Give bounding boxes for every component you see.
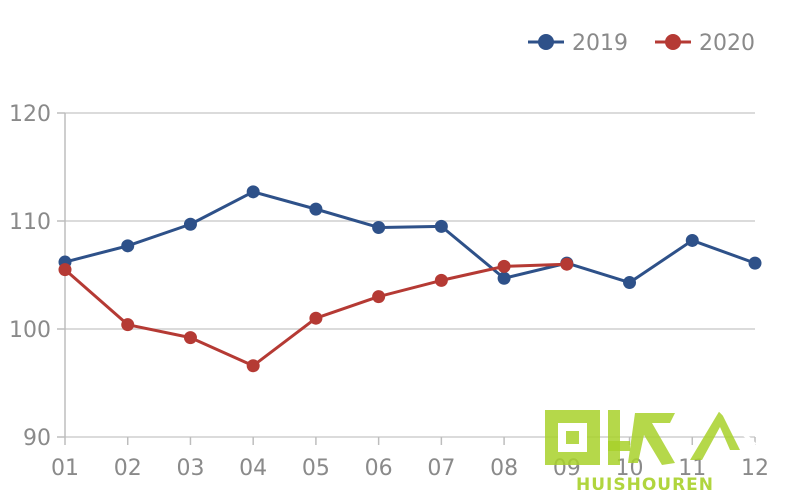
x-tick-label: 05 bbox=[302, 456, 330, 481]
x-tick-label: 07 bbox=[427, 456, 455, 481]
data-point-2019-07 bbox=[434, 219, 448, 233]
legend: 2019 2020 bbox=[528, 31, 755, 56]
y-tick-label: 90 bbox=[23, 426, 51, 451]
x-tick-label: 08 bbox=[490, 456, 518, 481]
data-point-2020-05 bbox=[309, 311, 323, 325]
x-tick-label: 11 bbox=[678, 456, 706, 481]
data-point-2020-07 bbox=[434, 273, 448, 287]
series-line-2019 bbox=[63, 190, 757, 285]
data-point-2019-05 bbox=[309, 202, 323, 216]
series-lines bbox=[58, 185, 762, 373]
data-point-2020-02 bbox=[121, 318, 135, 332]
data-point-2020-08 bbox=[497, 259, 511, 273]
x-tick-label: 12 bbox=[741, 456, 769, 481]
data-point-2020-04 bbox=[246, 359, 260, 373]
x-tick-label: 02 bbox=[114, 456, 142, 481]
recycle-logo-icon bbox=[545, 408, 757, 465]
data-point-2019-10 bbox=[623, 276, 637, 290]
data-point-2019-02 bbox=[121, 239, 135, 253]
watermark-logo: HUISHOUREN bbox=[540, 405, 800, 500]
legend-marker-2020 bbox=[665, 34, 681, 50]
data-point-2020-09 bbox=[560, 257, 574, 271]
y-tick-label: 120 bbox=[9, 102, 51, 127]
y-tick-label: 110 bbox=[9, 210, 51, 235]
data-point-2019-12 bbox=[748, 256, 762, 270]
legend-label-2019: 2019 bbox=[572, 31, 628, 56]
legend-label-2020: 2020 bbox=[699, 31, 755, 56]
legend-marker-2019 bbox=[538, 34, 554, 50]
data-point-2020-01 bbox=[58, 263, 72, 277]
data-point-2019-08 bbox=[497, 271, 511, 285]
x-tick-label: 03 bbox=[176, 456, 204, 481]
x-tick-label: 01 bbox=[51, 456, 79, 481]
data-point-2019-04 bbox=[246, 185, 260, 199]
data-point-2019-11 bbox=[685, 233, 699, 247]
data-point-2020-03 bbox=[183, 331, 197, 345]
gridlines bbox=[65, 112, 755, 438]
data-point-2020-06 bbox=[372, 290, 386, 304]
data-point-2019-06 bbox=[372, 220, 386, 234]
y-tick-label: 100 bbox=[9, 318, 51, 343]
watermark-text: HUISHOUREN bbox=[576, 475, 715, 495]
data-point-2019-03 bbox=[183, 217, 197, 231]
x-tick-label: 06 bbox=[365, 456, 393, 481]
x-tick-label: 04 bbox=[239, 456, 267, 481]
